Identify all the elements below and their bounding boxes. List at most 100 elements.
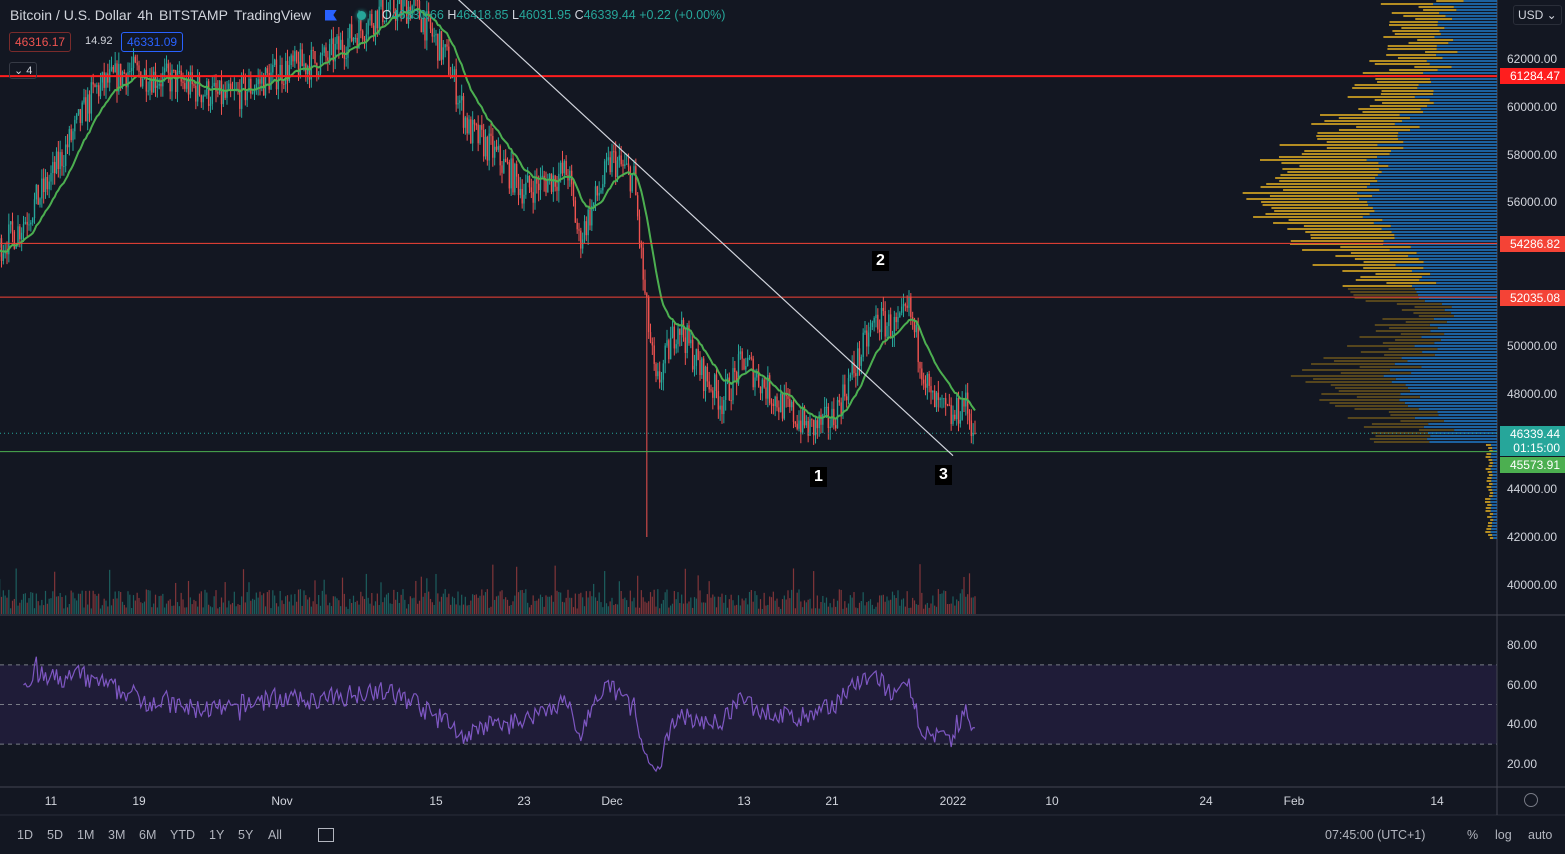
volume-bar bbox=[220, 597, 223, 614]
volume-profile-down bbox=[1347, 417, 1415, 419]
volume-profile-up bbox=[1440, 339, 1497, 341]
candle-body bbox=[482, 129, 485, 157]
clock-time[interactable]: 07:45:00 (UTC+1) bbox=[1325, 828, 1426, 842]
candle-body bbox=[396, 4, 399, 21]
volume-bar bbox=[118, 591, 120, 614]
volume-bar bbox=[655, 606, 657, 614]
candle-body bbox=[501, 165, 503, 173]
candle-body bbox=[127, 72, 129, 88]
auto-toggle[interactable]: auto bbox=[1528, 828, 1553, 842]
volume-bar bbox=[94, 594, 96, 614]
volume-profile-down bbox=[1317, 132, 1399, 134]
volume-bar bbox=[858, 602, 861, 614]
candle-body bbox=[48, 181, 50, 190]
candle-body bbox=[341, 39, 344, 52]
range-5y[interactable]: 5Y bbox=[238, 828, 254, 842]
range-all[interactable]: All bbox=[268, 828, 282, 842]
range-5d[interactable]: 5D bbox=[47, 828, 63, 842]
time-tick: 24 bbox=[1199, 794, 1213, 808]
volume-profile-up bbox=[1492, 495, 1497, 497]
volume-bar bbox=[750, 590, 752, 614]
candle-body bbox=[244, 76, 247, 101]
volume-bar bbox=[798, 589, 800, 614]
candle-body bbox=[636, 195, 639, 217]
volume-profile-up bbox=[1492, 459, 1497, 461]
volume-bar bbox=[279, 590, 281, 614]
volume-bar bbox=[527, 602, 529, 614]
volume-profile-up bbox=[1420, 108, 1497, 110]
range-6m[interactable]: 6M bbox=[139, 828, 157, 842]
candle-body bbox=[424, 18, 426, 41]
volume-profile-down bbox=[1262, 204, 1369, 206]
volume-bar bbox=[178, 606, 180, 614]
volume-profile-up bbox=[1451, 66, 1497, 68]
volume-profile-down bbox=[1408, 42, 1449, 44]
volume-bar bbox=[697, 575, 699, 614]
time-axis-settings-icon[interactable] bbox=[1524, 793, 1538, 807]
sell-button[interactable]: 46316.17 bbox=[9, 32, 72, 52]
candle-body bbox=[508, 162, 511, 189]
volume-profile-up bbox=[1439, 30, 1497, 32]
price-label-54286: 54286.82 bbox=[1500, 236, 1565, 252]
candle-body bbox=[829, 426, 831, 429]
candle-body bbox=[123, 72, 126, 74]
candle-body bbox=[255, 84, 258, 90]
currency-select[interactable]: USD ⌄ bbox=[1513, 5, 1562, 25]
candle-body bbox=[798, 420, 800, 429]
range-1m[interactable]: 1M bbox=[77, 828, 95, 842]
candle-body bbox=[310, 49, 313, 80]
candle-body bbox=[805, 421, 808, 426]
annotation-3[interactable]: 3 bbox=[935, 465, 952, 485]
volume-bar bbox=[824, 602, 826, 614]
time-tick: 15 bbox=[429, 794, 443, 808]
volume-profile-up bbox=[1418, 408, 1497, 410]
volume-bar bbox=[259, 591, 261, 614]
range-3m[interactable]: 3M bbox=[108, 828, 126, 842]
symbol-name[interactable]: Bitcoin / U.S. Dollar bbox=[10, 7, 132, 23]
range-1d[interactable]: 1D bbox=[17, 828, 33, 842]
goto-date-icon[interactable] bbox=[318, 828, 334, 842]
candle-body bbox=[519, 188, 522, 196]
log-toggle[interactable]: log bbox=[1495, 828, 1512, 842]
candle-body bbox=[899, 312, 901, 318]
volume-profile-up bbox=[1400, 393, 1497, 395]
candle-body bbox=[281, 64, 283, 84]
volume-bar bbox=[215, 590, 217, 614]
range-ytd[interactable]: YTD bbox=[170, 828, 195, 842]
volume-bar bbox=[292, 605, 294, 614]
buy-button[interactable]: 46331.09 bbox=[121, 32, 184, 52]
volume-bar bbox=[811, 608, 813, 614]
candle-body bbox=[429, 14, 432, 29]
candle-body bbox=[743, 358, 745, 370]
annotation-2[interactable]: 2 bbox=[872, 251, 889, 271]
volume-bar bbox=[899, 605, 901, 614]
volume-profile-down bbox=[1242, 192, 1358, 194]
candle-body bbox=[277, 80, 280, 90]
volume-bar bbox=[266, 592, 268, 614]
volume-bar bbox=[912, 597, 914, 614]
range-1y[interactable]: 1Y bbox=[209, 828, 225, 842]
volume-bar bbox=[593, 583, 595, 614]
interval[interactable]: 4h bbox=[137, 7, 153, 23]
volume-profile-down bbox=[1389, 327, 1438, 329]
volume-bar bbox=[228, 600, 230, 614]
candle-body bbox=[8, 224, 10, 255]
market-status-icon[interactable] bbox=[356, 10, 366, 20]
volume-profile-up bbox=[1454, 429, 1497, 431]
volume-profile-down bbox=[1288, 219, 1383, 221]
percent-toggle[interactable]: % bbox=[1467, 828, 1479, 842]
volume-profile-down bbox=[1347, 288, 1415, 290]
volume-profile-down bbox=[1389, 69, 1438, 71]
annotation-1[interactable]: 1 bbox=[810, 467, 827, 487]
volume-bar bbox=[371, 592, 373, 614]
flag-icon[interactable] bbox=[324, 9, 337, 21]
volume-bar bbox=[693, 597, 696, 614]
volume-bar bbox=[785, 599, 787, 614]
indicators-toggle[interactable]: ⌄ 4 bbox=[9, 62, 38, 79]
candle-body bbox=[24, 221, 27, 224]
volume-bar bbox=[657, 589, 659, 614]
volume-bar bbox=[274, 595, 276, 614]
candle-body bbox=[972, 433, 974, 436]
